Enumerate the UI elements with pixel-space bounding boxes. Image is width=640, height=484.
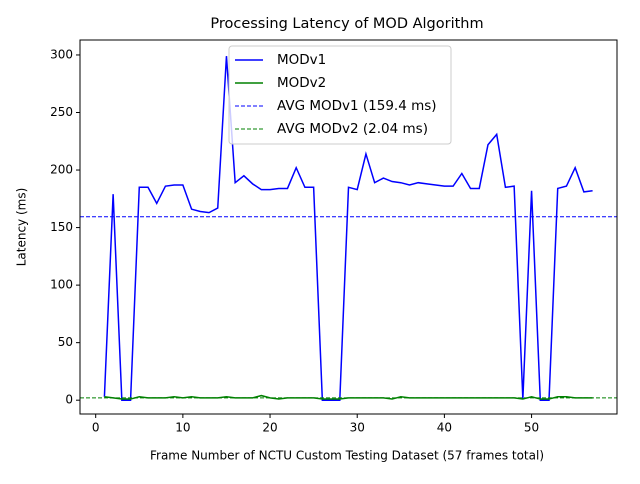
legend-label: AVG MODv2 (2.04 ms) <box>277 121 428 137</box>
y-tick-label: 250 <box>50 105 73 119</box>
data-line <box>103 56 593 401</box>
legend-label: MODv1 <box>277 52 326 68</box>
x-tick-label: 40 <box>437 421 452 435</box>
x-tick-label: 30 <box>350 421 365 435</box>
y-axis-label: Latency (ms) <box>15 188 29 267</box>
y-tick-label: 200 <box>50 163 73 177</box>
legend-label: AVG MODv1 (159.4 ms) <box>277 98 437 114</box>
y-tick-label: 50 <box>58 335 73 349</box>
x-tick-label: 0 <box>92 421 100 435</box>
x-tick-label: 50 <box>524 421 539 435</box>
y-tick-label: 100 <box>50 278 73 292</box>
y-tick-label: 0 <box>65 393 73 407</box>
y-tick-label: 150 <box>50 220 73 234</box>
y-tick-label: 300 <box>50 47 73 61</box>
x-tick-label: 20 <box>262 421 277 435</box>
plot-frame <box>79 39 618 415</box>
legend-box <box>228 45 452 145</box>
chart-title: Processing Latency of MOD Algorithm <box>210 16 483 32</box>
data-line <box>104 394 593 400</box>
legend-label: MODv2 <box>277 75 326 91</box>
x-tick-label: 10 <box>175 421 190 435</box>
x-axis-label: Frame Number of NCTU Custom Testing Data… <box>150 449 544 463</box>
